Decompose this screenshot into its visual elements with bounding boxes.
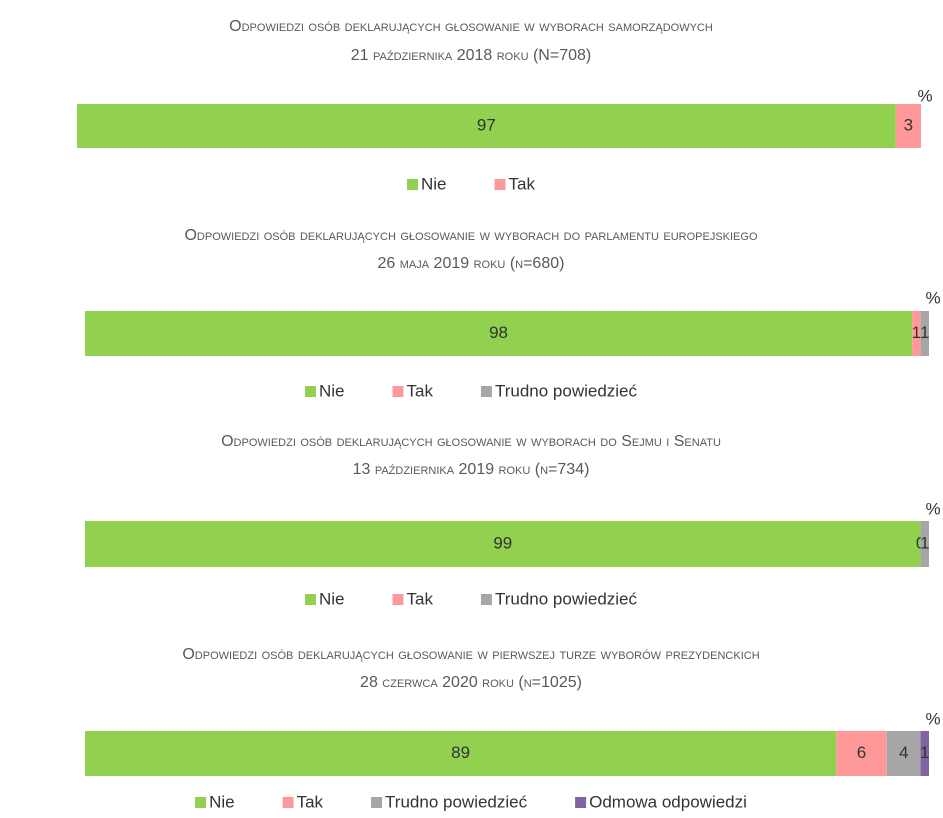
bar-segment bbox=[77, 104, 896, 148]
legend-label: Trudno powiedzieć bbox=[495, 589, 638, 608]
legend-label: Trudno powiedzieć bbox=[495, 381, 638, 400]
data-label: 1 bbox=[920, 743, 929, 762]
legend-swatch bbox=[494, 179, 506, 190]
data-label: 1 bbox=[920, 323, 929, 342]
data-label: 1 bbox=[920, 533, 929, 552]
legend-swatch bbox=[304, 386, 316, 397]
legend-swatch bbox=[392, 386, 404, 397]
legend-label: Tak bbox=[406, 381, 433, 400]
data-label: 89 bbox=[451, 743, 470, 762]
bar-segment bbox=[920, 521, 929, 567]
legend-label: Tak bbox=[509, 174, 536, 193]
legend-swatch bbox=[195, 797, 207, 808]
chart-title: Odpowiedzi osób deklarujących głosowanie… bbox=[184, 227, 757, 244]
chart-subtitle: 26 maja 2019 roku (n=680) bbox=[378, 255, 565, 272]
legend-swatch bbox=[282, 797, 294, 808]
unit-label: % bbox=[925, 499, 940, 518]
bar-segment bbox=[836, 731, 887, 776]
chart-title: Odpowiedzi osób deklarujących głosowanie… bbox=[221, 433, 721, 450]
legend-swatch bbox=[480, 386, 492, 397]
bar-segment bbox=[85, 731, 837, 776]
legend-swatch bbox=[575, 797, 587, 808]
data-label: 98 bbox=[489, 323, 508, 342]
data-label: 3 bbox=[904, 115, 913, 134]
data-label: 4 bbox=[899, 743, 908, 762]
data-label: 97 bbox=[477, 115, 496, 134]
legend-swatch bbox=[392, 594, 404, 605]
data-label: 6 bbox=[857, 743, 866, 762]
bar-segment bbox=[886, 731, 921, 776]
bar-segment bbox=[912, 311, 921, 356]
legend-label: Nie bbox=[319, 381, 345, 400]
data-label: 99 bbox=[493, 533, 512, 552]
legend-label: Odmowa odpowiedzi bbox=[589, 792, 747, 811]
data-label: 1 bbox=[912, 323, 921, 342]
bar-segment bbox=[85, 311, 913, 356]
unit-label: % bbox=[925, 288, 940, 307]
legend-swatch bbox=[371, 797, 383, 808]
chart-subtitle: 13 października 2019 roku (n=734) bbox=[353, 461, 590, 478]
legend-swatch bbox=[407, 179, 419, 190]
bar-segment bbox=[920, 731, 929, 776]
legend-swatch bbox=[304, 594, 316, 605]
legend-label: Tak bbox=[297, 792, 324, 811]
chart-title: Odpowiedzi osób deklarujących głosowanie… bbox=[229, 18, 713, 35]
legend-label: Nie bbox=[319, 589, 345, 608]
legend-label: Nie bbox=[209, 792, 235, 811]
bar-segment bbox=[920, 311, 929, 356]
bar-segment bbox=[85, 521, 921, 567]
chart-subtitle: 28 czerwca 2020 roku (n=1025) bbox=[360, 674, 582, 691]
unit-label: % bbox=[917, 86, 932, 105]
chart-subtitle: 21 października 2018 roku (N=708) bbox=[351, 47, 591, 64]
bar-segment bbox=[895, 104, 921, 148]
chart-title: Odpowiedzi osób deklarujących głosowanie… bbox=[182, 646, 759, 663]
legend-label: Nie bbox=[421, 174, 447, 193]
unit-label: % bbox=[925, 709, 940, 728]
legend-label: Tak bbox=[406, 589, 433, 608]
legend-label: Trudno powiedzieć bbox=[385, 792, 528, 811]
legend-swatch bbox=[480, 594, 492, 605]
